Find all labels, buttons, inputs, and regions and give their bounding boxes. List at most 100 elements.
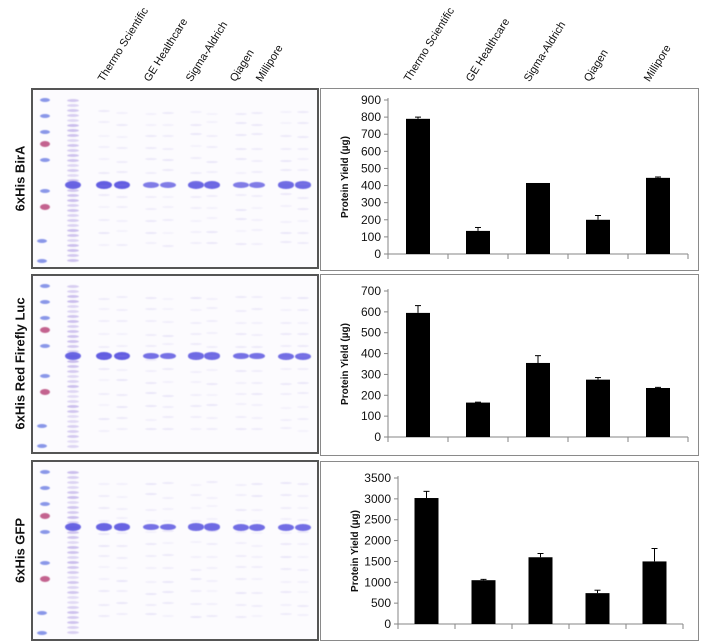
chart-svg-1: 0100200300400500600700Protein Yield (µg) [321,275,700,457]
gel-band [162,406,174,408]
gel-band [190,405,202,407]
gel-band [67,491,79,494]
bar-millipore [646,388,670,437]
gel-band [98,219,110,221]
gel-band [67,305,79,308]
gel-band [67,591,79,594]
gel-band [40,389,50,395]
gel-band [190,520,202,522]
bar-ge-healthcare [466,231,490,254]
gel-band [235,296,247,298]
gel-band [190,242,202,244]
gel-band [162,169,174,171]
gel-band [162,356,174,358]
gel-band [37,424,47,428]
gel-band [40,189,50,193]
gel-band [235,230,247,232]
gel-band [280,407,292,409]
gel-band [206,580,218,582]
gel-band [297,430,309,432]
gel-band [67,119,79,122]
y-tick-label: 0 [384,617,391,631]
y-axis-label: Protein Yield (µg) [340,323,351,405]
gel-band [67,576,79,579]
bar-thermo-scientific [406,119,430,254]
gel-band [190,428,202,430]
gel-band [40,158,50,162]
gel-band [235,194,247,196]
gel-band [67,541,79,544]
gel-band [116,171,128,173]
gel-band [206,394,218,396]
gel-band [297,507,309,509]
y-tick-label: 500 [361,326,381,340]
gel-band [280,221,292,223]
gel-band [235,509,247,511]
gel-band [206,320,218,322]
gel-band [145,405,157,407]
gel-band [116,613,128,615]
gel-band [67,330,79,333]
gel-band [251,207,263,209]
gel-band [67,164,79,167]
gel-band [98,320,110,322]
gel-band [67,516,79,519]
gel-band [235,357,247,359]
gel-band [162,232,174,234]
gel-band [297,208,309,210]
gel-band [280,297,292,299]
gel-band [67,249,79,252]
gel-band [67,114,79,117]
gel-band [67,405,79,408]
gel-band [67,496,79,499]
gel-band [40,98,50,102]
gel-band [145,113,157,115]
gel-band [297,111,309,113]
chart-1: 0 100 200 300 400 500 600 700 Protein Yield (µg) [320,274,699,456]
gel-band [67,380,79,383]
gel-band [206,417,218,419]
gel-band [145,604,157,606]
gel-band [67,375,79,378]
gel-band [251,495,263,497]
chart-header-3: Qiagen [582,48,611,84]
gel-header-4: Millipore [254,43,286,84]
gel-band [145,135,157,137]
gel-band [206,481,218,483]
gel-band [67,99,79,102]
gel-band [40,502,50,506]
gel-band [116,333,128,335]
gel-band [251,566,263,568]
gel-band [67,476,79,479]
gel-band [235,604,247,606]
y-tick-label: 400 [361,347,381,361]
gel-band [251,393,263,395]
gel-band [145,428,157,430]
gel-band [190,603,202,605]
gel-band [235,494,247,496]
gel-band [67,611,79,614]
gel-band [162,335,174,337]
gel-band [67,285,79,288]
gel-band [67,149,79,152]
gel-band [145,172,157,174]
y-axis-label: Protein Yield (µg) [350,510,361,592]
gel-band [67,320,79,323]
gel-band [190,484,202,486]
gel-band [67,315,79,318]
gel-band [235,218,247,220]
gel-band [67,445,79,448]
gel-band [40,561,50,565]
gel-band [40,344,50,348]
gel-band [116,394,128,396]
gel-band [190,381,202,383]
gel-band [280,507,292,509]
gel-band [190,556,202,558]
row-label-2: 6xHis GFP [13,450,28,643]
gel-band [297,406,309,408]
gel-band [251,112,263,114]
gel-band [98,393,110,395]
bar-millipore [646,178,670,254]
gel-band [67,481,79,484]
gel-band [162,615,174,617]
